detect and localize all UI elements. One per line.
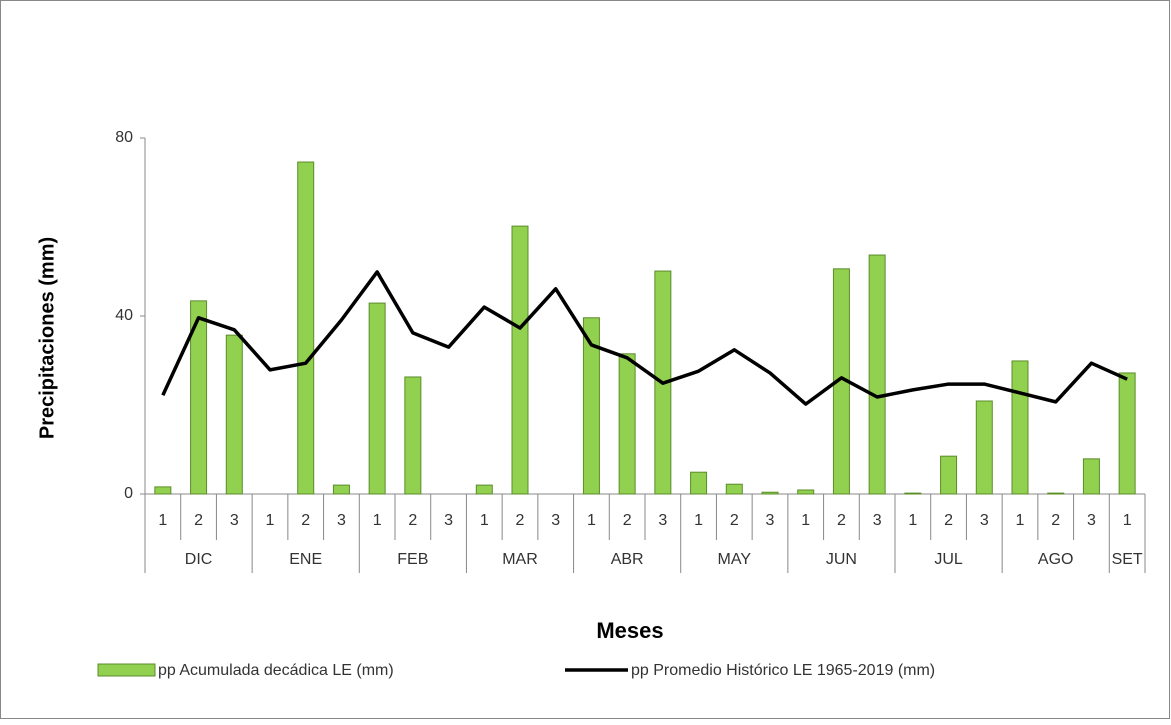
bar xyxy=(582,317,600,495)
x-tick-label: 1 xyxy=(373,512,382,529)
x-tick-label: 2 xyxy=(301,512,310,529)
x-tick-label: 1 xyxy=(694,512,703,529)
x-group-label: MAR xyxy=(502,551,538,568)
legend-label: pp Acumulada decádica LE (mm) xyxy=(158,662,394,679)
x-group-label: SET xyxy=(1112,551,1143,568)
x-tick-label: 3 xyxy=(337,512,346,529)
bar xyxy=(761,491,779,495)
bar xyxy=(725,483,743,495)
y-axis-label: Precipitaciones (mm) xyxy=(36,237,58,439)
x-tick-label: 1 xyxy=(480,512,489,529)
x-tick-label: 2 xyxy=(623,512,632,529)
x-group-label: JUN xyxy=(826,551,857,568)
bar xyxy=(511,225,529,495)
x-group-label: MAY xyxy=(718,551,752,568)
x-tick-label: 2 xyxy=(1051,512,1060,529)
x-tick-label: 3 xyxy=(444,512,453,529)
x-group-label: JUL xyxy=(934,551,963,568)
x-tick-label: 3 xyxy=(766,512,775,529)
x-group-label: AGO xyxy=(1038,551,1074,568)
x-tick-label: 2 xyxy=(408,512,417,529)
x-tick-label: 1 xyxy=(908,512,917,529)
bar xyxy=(904,492,922,495)
bar xyxy=(190,300,208,495)
bar xyxy=(154,486,172,495)
x-tick-label: 2 xyxy=(944,512,953,529)
y-tick-label: 40 xyxy=(115,307,133,324)
legend-swatch xyxy=(97,663,156,677)
bar xyxy=(975,400,993,495)
bar xyxy=(1011,360,1029,495)
x-group-label: FEB xyxy=(397,551,428,568)
bar xyxy=(404,376,422,495)
x-tick-label: 3 xyxy=(1087,512,1096,529)
legend-label: pp Promedio Histórico LE 1965-2019 (mm) xyxy=(631,662,935,679)
bar xyxy=(618,353,636,495)
x-tick-label: 2 xyxy=(730,512,739,529)
bar xyxy=(797,489,815,495)
x-tick-label: 2 xyxy=(837,512,846,529)
bar xyxy=(368,302,386,495)
x-tick-label: 3 xyxy=(873,512,882,529)
x-tick-label: 2 xyxy=(516,512,525,529)
bar xyxy=(1082,458,1100,495)
bar xyxy=(1047,492,1065,495)
x-tick-label: 3 xyxy=(658,512,667,529)
x-group-label: ENE xyxy=(289,551,322,568)
x-tick-label: 2 xyxy=(194,512,203,529)
x-group-label: DIC xyxy=(185,551,213,568)
x-tick-label: 3 xyxy=(980,512,989,529)
x-tick-label: 3 xyxy=(230,512,239,529)
x-tick-label: 1 xyxy=(1016,512,1025,529)
y-tick-label: 0 xyxy=(124,485,133,502)
x-tick-label: 1 xyxy=(587,512,596,529)
bar xyxy=(332,484,350,495)
x-tick-label: 1 xyxy=(158,512,167,529)
y-tick-label: 80 xyxy=(115,129,133,146)
x-tick-label: 1 xyxy=(266,512,275,529)
bar xyxy=(868,254,886,495)
bar xyxy=(1118,372,1136,495)
line xyxy=(161,270,1128,406)
bar xyxy=(475,484,493,495)
x-tick-label: 1 xyxy=(1123,512,1132,529)
bar xyxy=(940,455,958,495)
x-axis-label: Meses xyxy=(596,618,663,643)
bar xyxy=(690,471,708,495)
x-group-label: ABR xyxy=(611,551,644,568)
x-tick-label: 3 xyxy=(551,512,560,529)
bar xyxy=(297,161,315,495)
x-tick-label: 1 xyxy=(801,512,810,529)
bar xyxy=(225,334,243,495)
